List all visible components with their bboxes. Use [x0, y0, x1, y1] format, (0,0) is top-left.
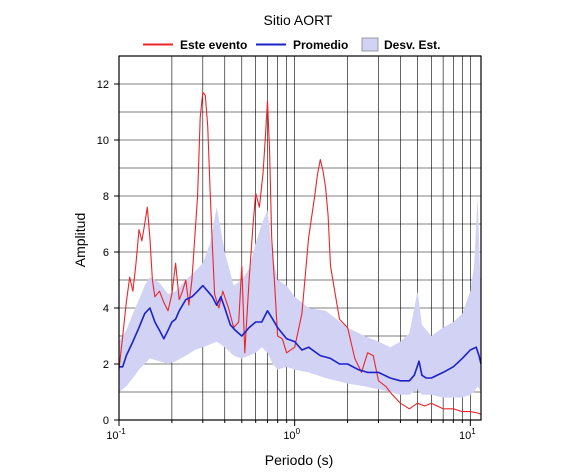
plot-frame: [118, 55, 482, 421]
series-line-este-evento: [118, 91, 482, 415]
plot-border: [118, 55, 482, 421]
x-axis-label: Periodo (s): [265, 452, 333, 468]
legend-swatch-desv-est-: [361, 37, 379, 52]
y-tick-label: 2: [103, 359, 109, 371]
chart-title: Sitio AORT: [264, 12, 333, 28]
y-tick-label: 10: [97, 135, 109, 147]
y-tick-label: 0: [103, 415, 109, 427]
legend-label-desv-est-: Desv. Est.: [384, 38, 440, 52]
x-tick-label: 101: [459, 427, 476, 442]
y-tick-label: 4: [103, 303, 109, 315]
x-tick-label: 10-1: [106, 427, 126, 442]
y-tick-label: 12: [97, 79, 109, 91]
y-tick-label: 8: [103, 191, 109, 203]
series-line-promedio: [119, 284, 482, 382]
std-band: [119, 196, 481, 398]
series-layer: [118, 91, 482, 415]
y-axis-label: Amplitud: [72, 213, 88, 267]
legend-label-promedio: Promedio: [293, 38, 348, 52]
legend: Este evento Promedio Desv. Est.: [143, 37, 440, 52]
y-axis: 0 2 4 6 8 10 12: [97, 79, 119, 427]
x-axis: 10-1 100 101: [106, 420, 476, 442]
legend-label-este-evento: Este evento: [180, 38, 247, 52]
y-tick-label: 6: [103, 247, 109, 259]
std-band-area: [119, 196, 481, 398]
x-tick-label: 100: [283, 427, 300, 442]
